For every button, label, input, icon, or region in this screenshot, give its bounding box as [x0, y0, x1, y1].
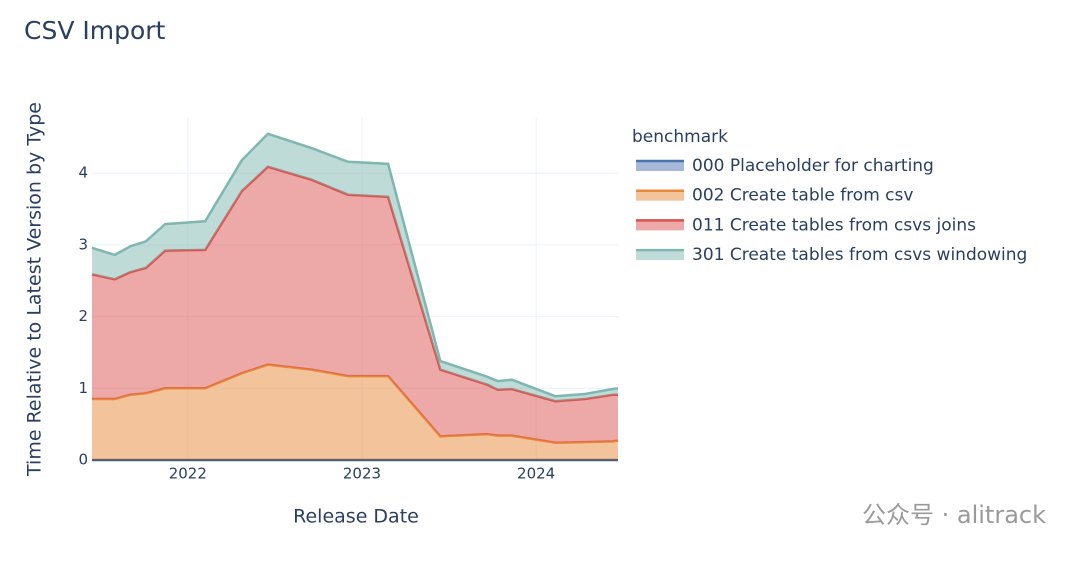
legend-label: 011 Create tables from csvs joins [692, 215, 976, 235]
legend-swatch [636, 220, 684, 231]
legend-label: 002 Create table from csv [692, 186, 913, 206]
area [92, 364, 618, 460]
legend-swatch [636, 190, 684, 201]
x-tick-label: 2024 [517, 465, 555, 483]
legend-title: benchmark [632, 127, 728, 147]
legend-swatch [636, 250, 684, 261]
watermark: 公众号 · alitrack [862, 501, 1046, 529]
y-tick-label: 3 [78, 235, 88, 253]
y-tick-label: 0 [78, 451, 88, 469]
x-tick-label: 2023 [343, 465, 381, 483]
legend-label: 301 Create tables from csvs windowing [692, 245, 1027, 265]
area [92, 166, 618, 443]
y-axis-title: Time Relative to Latest Version by Type [24, 102, 46, 477]
area [92, 133, 618, 402]
y-tick-label: 2 [78, 307, 88, 325]
area-line [91, 132, 619, 398]
x-tick-label: 2022 [169, 465, 207, 483]
x-axis-title: Release Date [293, 506, 419, 528]
chart-title: CSV Import [24, 16, 166, 45]
y-tick-label: 4 [78, 164, 88, 182]
legend-swatch [636, 161, 684, 171]
legend-label: 000 Placeholder for charting [692, 156, 934, 176]
y-tick-label: 1 [78, 379, 88, 397]
